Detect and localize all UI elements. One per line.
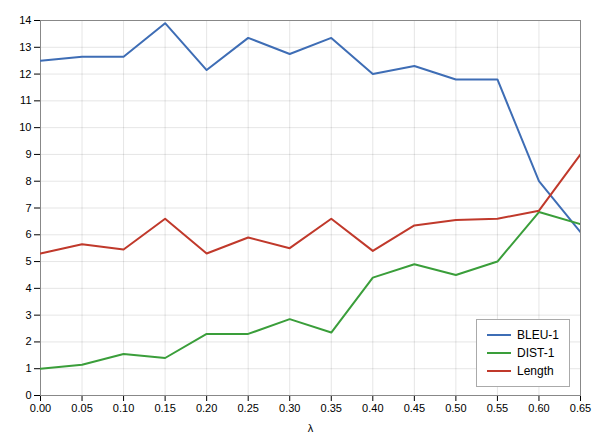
- svg-text:1: 1: [25, 362, 31, 374]
- svg-text:0.55: 0.55: [487, 402, 508, 414]
- svg-text:5: 5: [25, 255, 31, 267]
- svg-text:0.15: 0.15: [154, 402, 175, 414]
- svg-text:4: 4: [25, 282, 31, 294]
- svg-text:8: 8: [25, 175, 31, 187]
- html-text:BLEU-1: BLEU-1: [517, 328, 559, 342]
- svg-text:7: 7: [25, 202, 31, 214]
- svg-text:λ: λ: [308, 422, 314, 434]
- svg-text:3: 3: [25, 309, 31, 321]
- svg-text:0.25: 0.25: [237, 402, 258, 414]
- svg-text:0.30: 0.30: [279, 402, 300, 414]
- svg-text:6: 6: [25, 228, 31, 240]
- svg-text:0.10: 0.10: [113, 402, 134, 414]
- svg-text:0: 0: [25, 389, 31, 401]
- svg-text:14: 14: [19, 14, 31, 26]
- svg-text:0.50: 0.50: [445, 402, 466, 414]
- svg-text:10: 10: [19, 121, 31, 133]
- svg-text:13: 13: [19, 41, 31, 53]
- svg-text:0.65: 0.65: [570, 402, 591, 414]
- svg-text:12: 12: [19, 68, 31, 80]
- html-text:Length: Length: [517, 364, 554, 378]
- svg-text:0.00: 0.00: [30, 402, 51, 414]
- svg-text:11: 11: [20, 94, 31, 106]
- svg-text:0.05: 0.05: [71, 402, 92, 414]
- svg-text:9: 9: [25, 148, 31, 160]
- svg-text:0.40: 0.40: [362, 402, 383, 414]
- html-text:DIST-1: DIST-1: [517, 346, 555, 360]
- svg-text:0.35: 0.35: [321, 402, 342, 414]
- svg-text:0.60: 0.60: [528, 402, 549, 414]
- svg-text:2: 2: [25, 335, 31, 347]
- svg-text:0.45: 0.45: [404, 402, 425, 414]
- svg-text:0.20: 0.20: [196, 402, 217, 414]
